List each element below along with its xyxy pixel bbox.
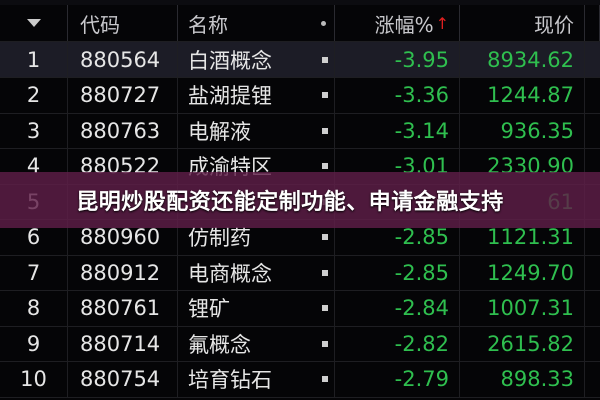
stock-code: 880960 xyxy=(68,219,178,255)
row-index: 1 xyxy=(0,42,68,77)
marker-square-icon xyxy=(322,92,328,98)
stock-name: 白酒概念 xyxy=(188,48,272,73)
stock-name-cell: 锂矿 xyxy=(178,290,335,326)
stock-name-cell: 电商概念 xyxy=(178,255,335,290)
row-index: 6 xyxy=(0,219,68,255)
row-index: 8 xyxy=(0,290,68,326)
table-row[interactable]: 7 880912 电商概念 -2.85 1249.70 xyxy=(0,255,600,291)
extra-cell xyxy=(585,78,600,113)
code-header[interactable]: 代码 xyxy=(68,5,178,41)
stock-name: 电商概念 xyxy=(188,261,272,286)
index-header[interactable] xyxy=(0,5,68,41)
current-price: 1249.70 xyxy=(460,255,585,290)
table-row[interactable]: 8 880761 锂矿 -2.84 1007.31 xyxy=(0,290,600,327)
price-header[interactable]: 现价 xyxy=(460,5,585,41)
marker-square-icon xyxy=(322,163,328,169)
banner-text: 昆明炒股配资还能定制功能、申请金融支持 xyxy=(76,190,504,215)
extra-cell xyxy=(585,113,600,148)
row-index: 9 xyxy=(0,326,68,361)
stock-code: 880763 xyxy=(68,113,178,148)
change-header[interactable]: 涨幅% ↑ xyxy=(335,5,460,41)
stock-name-cell: 电解液 xyxy=(178,113,335,148)
stock-name-cell: 培育钻石 xyxy=(178,361,335,397)
current-price: 8934.62 xyxy=(460,42,585,77)
name-header[interactable]: 名称 xyxy=(178,5,335,41)
current-price: 898.33 xyxy=(460,361,585,397)
marker-square-icon xyxy=(322,340,328,347)
change-percent: -2.84 xyxy=(335,290,460,326)
change-percent: -3.95 xyxy=(335,42,460,77)
overlay-banner: 昆明炒股配资还能定制功能、申请金融支持 xyxy=(0,172,600,228)
change-percent: -2.82 xyxy=(335,326,460,361)
stock-code: 880564 xyxy=(68,42,178,77)
stock-name-cell: 氟概念 xyxy=(178,326,335,361)
stock-name-cell: 盐湖提锂 xyxy=(178,77,335,113)
marker-square-icon xyxy=(322,269,328,276)
marker-square-icon xyxy=(322,234,328,240)
row-index: 10 xyxy=(0,361,68,397)
table-row[interactable]: 3 880763 电解液 -3.14 936.35 xyxy=(0,113,600,149)
stock-code: 880714 xyxy=(68,326,178,361)
current-price: 1007.31 xyxy=(460,290,585,326)
marker-square-icon xyxy=(322,56,328,63)
table-row[interactable]: 6 880960 仿制药 -2.85 1121.31 xyxy=(0,219,600,256)
stock-code: 880754 xyxy=(68,361,178,397)
stock-name-cell: 仿制药 xyxy=(178,219,335,255)
marker-square-icon xyxy=(322,127,328,134)
name-header-label: 名称 xyxy=(188,12,228,37)
change-percent: -2.79 xyxy=(335,361,460,397)
current-price: 1244.87 xyxy=(460,77,585,113)
table-row[interactable]: 9 880714 氟概念 -2.82 2615.82 xyxy=(0,326,600,362)
top-strip xyxy=(0,0,600,5)
extra-cell xyxy=(585,326,600,361)
stock-code: 880761 xyxy=(68,290,178,326)
table-header: 代码 名称 涨幅% ↑ 现价 xyxy=(0,5,600,42)
change-header-label: 涨幅% xyxy=(374,12,434,37)
stock-name: 电解液 xyxy=(188,119,251,144)
dot-icon xyxy=(321,20,326,26)
sort-triangle-down-icon[interactable] xyxy=(26,19,41,27)
table-row[interactable]: 1 880564 白酒概念 -3.95 8934.62 xyxy=(0,42,600,78)
stock-name: 盐湖提锂 xyxy=(188,84,272,108)
table-row[interactable]: 2 880727 盐湖提锂 -3.36 1244.87 xyxy=(0,77,600,114)
stock-code: 880912 xyxy=(68,255,178,290)
extra-column xyxy=(585,5,600,41)
stock-name: 仿制药 xyxy=(188,226,251,250)
current-price: 2615.82 xyxy=(460,326,585,361)
table-row[interactable]: 10 880754 培育钻石 -2.79 898.33 xyxy=(0,361,600,398)
marker-square-icon xyxy=(322,376,328,382)
row-index: 2 xyxy=(0,77,68,113)
change-percent: -3.14 xyxy=(335,113,460,148)
current-price: 1121.31 xyxy=(460,219,585,255)
sort-arrow-up-icon: ↑ xyxy=(435,13,449,33)
marker-square-icon xyxy=(322,305,328,311)
change-percent: -2.85 xyxy=(335,255,460,290)
extra-cell xyxy=(585,42,600,77)
extra-cell xyxy=(585,255,600,290)
change-percent: -2.85 xyxy=(335,219,460,255)
extra-cell xyxy=(585,362,600,397)
stock-name-cell: 白酒概念 xyxy=(178,42,335,77)
stock-name: 氟概念 xyxy=(188,332,251,357)
stock-name: 培育钻石 xyxy=(188,368,272,392)
change-percent: -3.36 xyxy=(335,77,460,113)
stock-name: 锂矿 xyxy=(188,297,230,321)
stock-code: 880727 xyxy=(68,77,178,113)
extra-cell xyxy=(585,291,600,326)
current-price: 936.35 xyxy=(460,113,585,148)
row-index: 7 xyxy=(0,255,68,290)
row-index: 3 xyxy=(0,113,68,148)
